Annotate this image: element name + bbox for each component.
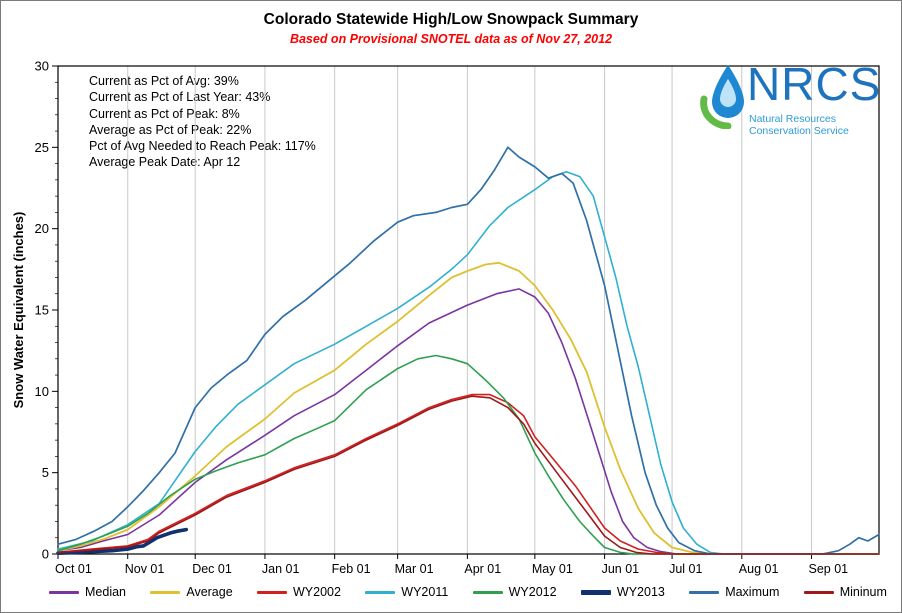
series-median (57, 288, 880, 555)
water-drop-icon (700, 65, 744, 129)
stat-line: Average Peak Date: Apr 12 (89, 155, 241, 170)
y-tick-label: 0 (42, 547, 49, 562)
series-average (57, 261, 880, 555)
nrcs-org-line2: Conservation Service (749, 125, 849, 137)
nrcs-acronym: NRCS (747, 58, 882, 110)
x-tick-label: Oct 01 (55, 562, 92, 576)
x-tick-label: Jun 01 (602, 562, 640, 576)
legend-item-wy2013: WY2013 (580, 585, 665, 599)
x-tick-label: Apr 01 (464, 562, 501, 576)
legend-swatch (49, 590, 79, 594)
stat-line: Pct of Avg Needed to Reach Peak: 117% (89, 139, 316, 154)
y-tick-label: 10 (35, 384, 49, 399)
y-tick-label: 25 (35, 140, 49, 155)
stat-line: Current as Pct of Last Year: 43% (89, 90, 271, 105)
legend-swatch (150, 590, 181, 594)
series-wy2013 (56, 527, 188, 556)
y-tick-label: 20 (35, 221, 49, 236)
y-tick-label: 5 (42, 465, 49, 480)
legend-item-average: Average (150, 585, 233, 599)
legend-swatch (257, 590, 287, 594)
series-wy2011 (57, 170, 880, 555)
page-title: Colorado Statewide High/Low Snowpack Sum… (263, 11, 639, 28)
series-mininum (57, 395, 880, 555)
legend-item-wy2002: WY2002 (257, 585, 341, 599)
legend-item-wy2012: WY2012 (472, 585, 557, 599)
x-tick-label: Sep 01 (809, 562, 849, 576)
nrcs-org-name: Natural Resources Conservation Service (749, 113, 849, 137)
series-wy2012 (57, 354, 880, 555)
page-subtitle: Based on Provisional SNOTEL data as of N… (289, 32, 613, 46)
stat-line: Current as Pct of Peak: 8% (89, 106, 240, 121)
stat-line: Average as Pct of Peak: 22% (89, 122, 252, 137)
legend-item-maximum: Maximum (689, 585, 779, 599)
series-maximum (57, 146, 880, 555)
series-wy2002 (57, 393, 880, 555)
legend-item-median: Median (49, 585, 126, 599)
x-tick-label: Mar 01 (395, 562, 434, 576)
legend-label: Mininum (839, 585, 887, 599)
x-tick-label: Jan 01 (262, 562, 300, 576)
legend-label: WY2012 (508, 585, 557, 599)
legend-swatch (803, 590, 834, 594)
legend-swatch (365, 590, 396, 594)
stat-line: Current as Pct of Avg: 39% (89, 74, 239, 88)
legend-label: WY2013 (616, 585, 665, 599)
stats-block: Current as Pct of Avg: 39% Current as Pc… (89, 73, 316, 171)
x-tick-label: May 01 (532, 562, 573, 576)
legend-swatch (472, 590, 503, 594)
legend-label: Maximum (725, 585, 780, 599)
x-tick-label: Jul 01 (669, 562, 702, 576)
nrcs-logo: NRCS Natural Resources Conservation Serv… (697, 58, 889, 147)
legend-label: Median (85, 585, 126, 599)
legend-swatch (580, 589, 611, 595)
legend-label: Average (186, 585, 233, 599)
nrcs-org-line1: Natural Resources (749, 113, 836, 125)
legend: Median Average WY2002 WY2011 WY2012 WY2013 Max… (49, 585, 887, 599)
x-tick-label: Nov 01 (125, 562, 165, 576)
x-tick-label: Aug 01 (739, 562, 779, 576)
legend-label: WY2011 (401, 585, 449, 599)
legend-swatch (689, 590, 720, 594)
y-tick-label: 15 (35, 303, 49, 318)
legend-label: WY2002 (293, 585, 341, 599)
y-tick-label: 30 (35, 59, 49, 74)
x-tick-label: Feb 01 (332, 562, 371, 576)
legend-item-wy2011: WY2011 (365, 585, 448, 599)
x-tick-label: Dec 01 (192, 562, 232, 576)
legend-item-mininum: Mininum (803, 585, 887, 599)
